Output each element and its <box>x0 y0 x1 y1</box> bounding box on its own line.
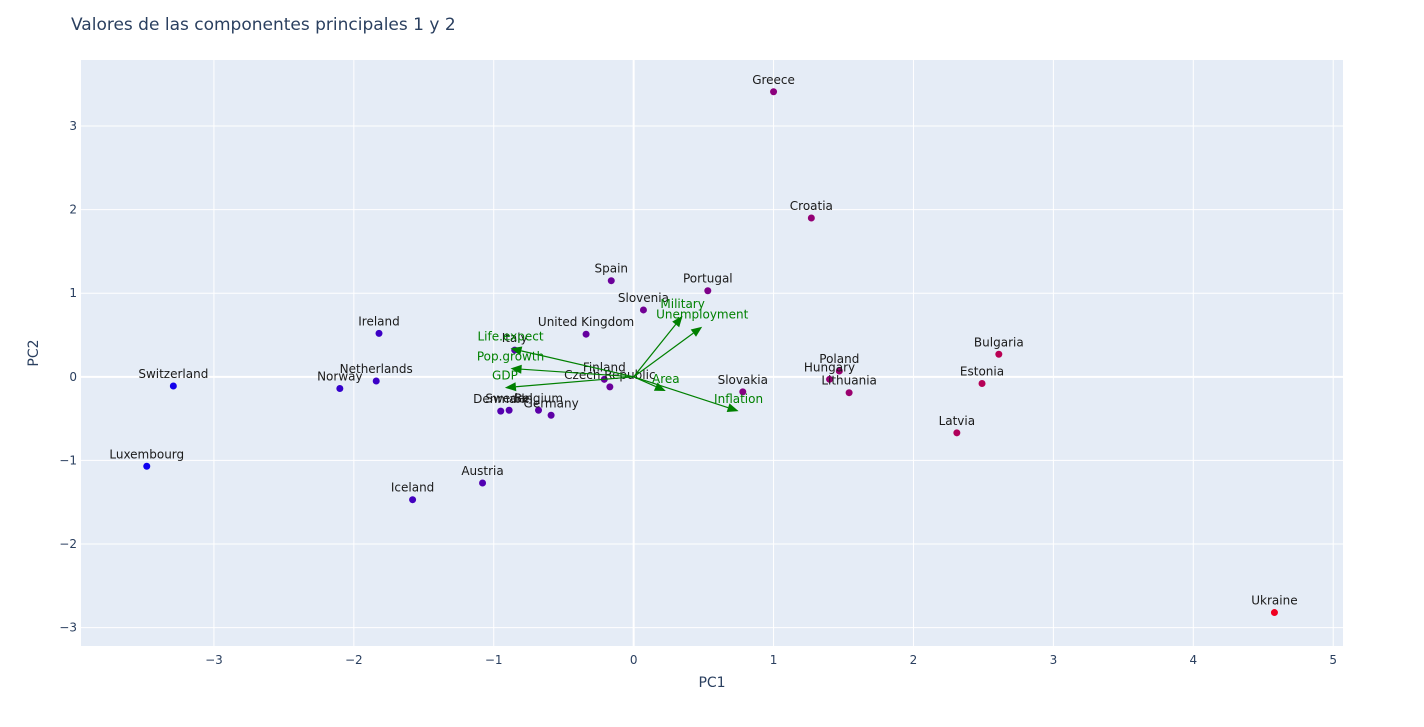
x-tick-label: 1 <box>770 653 778 667</box>
loading-label: GDP <box>492 369 518 383</box>
data-point[interactable] <box>978 380 986 388</box>
point-label: Estonia <box>960 365 1004 379</box>
loading-arrow <box>521 350 634 378</box>
point-label: Iceland <box>391 481 434 495</box>
data-point[interactable] <box>607 277 615 285</box>
loading-arrowhead <box>510 346 523 356</box>
data-point[interactable] <box>807 214 815 222</box>
data-point[interactable] <box>770 88 778 96</box>
data-point[interactable] <box>704 287 712 295</box>
loading-arrowhead <box>726 403 739 412</box>
loading-arrow <box>521 368 634 378</box>
data-point[interactable] <box>547 411 555 419</box>
data-point[interactable] <box>582 330 590 338</box>
y-tick-label: 2 <box>69 203 77 217</box>
point-label: Denmark <box>473 392 528 406</box>
data-point[interactable] <box>606 383 614 391</box>
point-label: Switzerland <box>138 367 208 381</box>
x-tick-label: −3 <box>205 653 223 667</box>
data-point[interactable] <box>995 350 1003 358</box>
data-point[interactable] <box>375 329 383 337</box>
loading-label: Life.expect <box>478 329 544 343</box>
data-point[interactable] <box>826 375 834 383</box>
point-label: Greece <box>752 73 795 87</box>
data-point[interactable] <box>505 406 513 414</box>
point-label: Ukraine <box>1251 594 1297 608</box>
loading-label: Inflation <box>714 392 763 406</box>
data-point[interactable] <box>739 388 747 396</box>
y-tick-label: 1 <box>69 286 77 300</box>
data-point[interactable] <box>409 496 417 504</box>
x-tick-label: −2 <box>345 653 363 667</box>
point-label: Luxembourg <box>109 447 184 461</box>
loading-label: Pop.growth <box>477 349 544 363</box>
point-label: United Kingdom <box>538 315 634 329</box>
point-label: Bulgaria <box>974 335 1024 349</box>
data-points: Greece Croatia Spain Portugal Slovenia Irelan… <box>109 73 1298 617</box>
data-point[interactable] <box>953 429 961 437</box>
data-point[interactable] <box>639 306 647 314</box>
data-point[interactable] <box>845 389 853 397</box>
y-tick-label: 3 <box>69 119 77 133</box>
loading-arrow <box>633 376 729 409</box>
x-tick-label: 5 <box>1329 653 1337 667</box>
point-label: Belgium <box>514 391 563 405</box>
loading-arrowhead <box>690 326 703 337</box>
data-point[interactable] <box>497 407 505 415</box>
point-label: Portugal <box>683 272 733 286</box>
point-label: Germany <box>524 396 579 410</box>
loading-arrowhead <box>672 315 683 328</box>
y-tick-labels: −3 −2 −1 0 1 2 3 <box>59 119 77 635</box>
loading-label: Military <box>660 297 704 311</box>
point-label: Slovenia <box>618 291 669 305</box>
data-point[interactable] <box>479 479 487 487</box>
x-tick-label: 2 <box>910 653 918 667</box>
x-axis-title: PC1 <box>698 675 725 691</box>
data-point[interactable] <box>1270 609 1278 617</box>
loading-arrow <box>515 376 634 388</box>
point-label: Ireland <box>358 314 400 328</box>
point-label: Norway <box>317 370 363 384</box>
point-label: Poland <box>819 352 859 366</box>
x-tick-label: 0 <box>630 653 638 667</box>
x-tick-label: 4 <box>1189 653 1197 667</box>
point-label: Hungary <box>804 360 855 374</box>
y-tick-label: −1 <box>59 453 77 467</box>
point-label: Italy <box>502 331 528 345</box>
point-label: Lithuania <box>821 374 877 388</box>
point-label: Netherlands <box>340 362 413 376</box>
plot-area[interactable] <box>81 60 1343 646</box>
loading-arrowhead <box>504 382 517 392</box>
y-tick-label: −2 <box>59 537 77 551</box>
chart-title: Valores de las componentes principales 1… <box>71 15 456 35</box>
x-tick-labels: −3 −2 −1 0 1 2 3 4 5 <box>205 653 1337 667</box>
loading-arrowhead <box>510 364 522 374</box>
point-label: Slovakia <box>718 373 768 387</box>
data-point[interactable] <box>143 462 151 470</box>
data-point[interactable] <box>336 385 344 393</box>
point-label: Finland <box>583 360 626 374</box>
point-label: Austria <box>461 464 503 478</box>
loading-arrow <box>633 332 694 378</box>
loading-label: Unemployment <box>656 308 749 322</box>
x-tick-label: 3 <box>1050 653 1058 667</box>
data-point[interactable] <box>535 406 543 414</box>
loading-arrow <box>633 324 677 378</box>
point-label: Sweden <box>485 391 532 405</box>
data-point[interactable] <box>372 377 380 385</box>
point-label: Latvia <box>939 414 976 428</box>
point-label: Spain <box>594 262 628 276</box>
y-axis-title: PC2 <box>26 339 42 366</box>
y-tick-label: −3 <box>59 621 77 635</box>
point-label: Croatia <box>790 199 833 213</box>
x-tick-label: −1 <box>485 653 503 667</box>
data-point[interactable] <box>835 367 843 375</box>
y-tick-label: 0 <box>69 370 77 384</box>
gridlines <box>81 60 1343 646</box>
data-point[interactable] <box>169 382 177 390</box>
loading-label: Area <box>652 372 680 386</box>
